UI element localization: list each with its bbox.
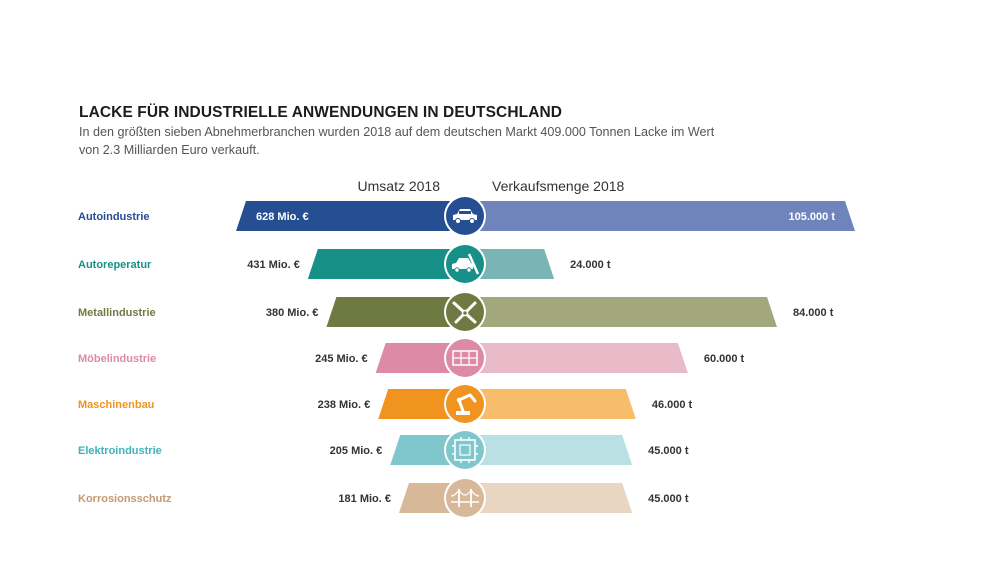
chart-title: LACKE FÜR INDUSTRIELLE ANWENDUNGEN IN DE… <box>79 104 563 121</box>
value-label-umsatz-autoindustrie: 628 Mio. € <box>256 211 309 223</box>
chart-row-maschinenbau: Maschinenbau 238 Mio. € 46.000 t <box>78 383 693 425</box>
series-header-umsatz: Umsatz 2018 <box>358 178 441 194</box>
value-label-umsatz-moebelindustrie: 245 Mio. € <box>315 353 368 365</box>
bar-verkaufsmenge-maschinenbau <box>465 389 636 419</box>
value-label-verkaufsmenge-moebelindustrie: 60.000 t <box>704 353 745 365</box>
bar-verkaufsmenge-korrosionsschutz <box>465 483 633 513</box>
chart-row-metallindustrie: Metallindustrie 380 Mio. € 84.000 t <box>78 291 834 333</box>
bridge-icon <box>446 479 484 517</box>
series-header-verkaufsmenge: Verkaufsmenge 2018 <box>492 178 625 194</box>
category-label-metallindustrie: Metallindustrie <box>78 307 156 319</box>
bar-umsatz-maschinenbau <box>378 389 465 419</box>
bar-verkaufsmenge-elektroindustrie <box>465 435 633 465</box>
chart-row-korrosionsschutz: Korrosionsschutz 181 Mio. € 45.000 t <box>78 477 689 519</box>
value-label-verkaufsmenge-korrosionsschutz: 45.000 t <box>648 493 689 505</box>
bar-umsatz-metallindustrie <box>326 297 465 327</box>
chart-row-autoindustrie: Autoindustrie 628 Mio. € 105.000 t <box>78 195 855 237</box>
furniture-icon <box>446 339 484 377</box>
value-label-verkaufsmenge-metallindustrie: 84.000 t <box>793 307 834 319</box>
circuit-chip-icon <box>446 431 484 469</box>
value-label-verkaufsmenge-autoindustrie: 105.000 t <box>789 211 836 223</box>
pliers-icon <box>446 293 484 331</box>
robot-arm-icon <box>446 385 484 423</box>
bar-umsatz-autoreperatur <box>307 249 465 279</box>
value-label-umsatz-elektroindustrie: 205 Mio. € <box>330 445 383 457</box>
value-label-umsatz-metallindustrie: 380 Mio. € <box>266 307 319 319</box>
car-icon <box>446 197 484 235</box>
category-label-autoindustrie: Autoindustrie <box>78 211 150 223</box>
category-label-moebelindustrie: Möbelindustrie <box>78 353 156 365</box>
category-label-autoreperatur: Autoreperatur <box>78 259 152 271</box>
car-repair-icon <box>446 245 484 283</box>
value-label-umsatz-autoreperatur: 431 Mio. € <box>247 259 300 271</box>
chart-row-moebelindustrie: Möbelindustrie 245 Mio. € 60.000 t <box>78 337 745 379</box>
bar-verkaufsmenge-autoindustrie <box>465 201 855 231</box>
chart-row-autoreperatur: Autoreperatur 431 Mio. € 24.000 t <box>78 243 611 285</box>
category-label-korrosionsschutz: Korrosionsschutz <box>78 493 172 505</box>
chart-row-elektroindustrie: Elektroindustrie 205 Mio. € 45.000 t <box>78 429 689 471</box>
bar-verkaufsmenge-autoreperatur <box>465 249 555 279</box>
chart-subtitle: In den größten sieben Abnehmerbranchen w… <box>79 125 715 157</box>
value-label-verkaufsmenge-maschinenbau: 46.000 t <box>652 399 693 411</box>
bar-verkaufsmenge-moebelindustrie <box>465 343 688 373</box>
category-label-maschinenbau: Maschinenbau <box>78 399 154 411</box>
value-label-verkaufsmenge-autoreperatur: 24.000 t <box>570 259 611 271</box>
value-label-umsatz-maschinenbau: 238 Mio. € <box>318 399 371 411</box>
bar-verkaufsmenge-metallindustrie <box>465 297 777 327</box>
bar-umsatz-moebelindustrie <box>375 343 465 373</box>
value-label-umsatz-korrosionsschutz: 181 Mio. € <box>338 493 391 505</box>
bar-umsatz-autoindustrie <box>236 201 465 231</box>
category-label-elektroindustrie: Elektroindustrie <box>78 445 162 457</box>
value-label-verkaufsmenge-elektroindustrie: 45.000 t <box>648 445 689 457</box>
